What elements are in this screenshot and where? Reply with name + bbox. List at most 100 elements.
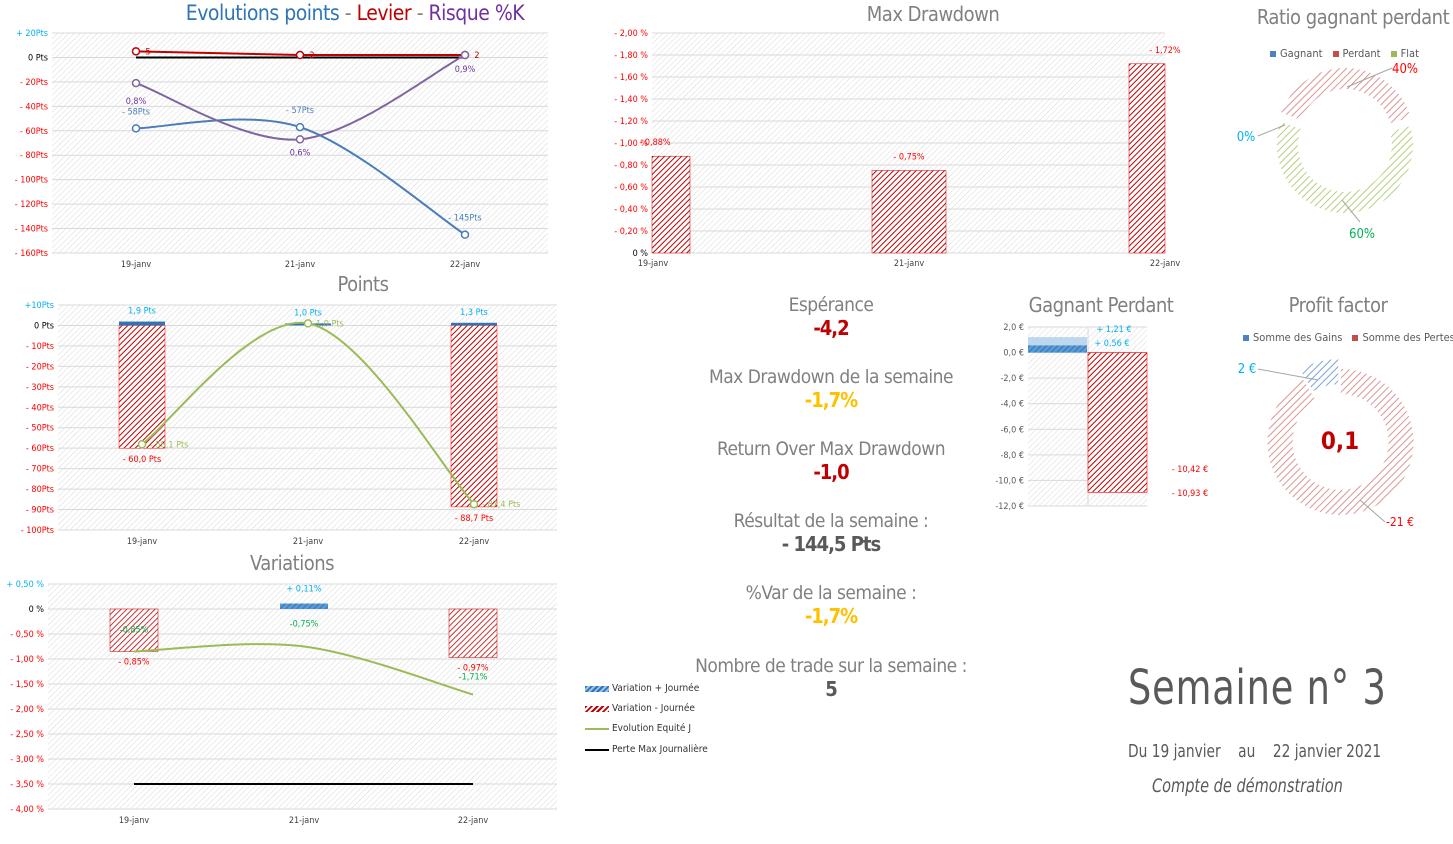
net-point-label: 1,0 Pts xyxy=(316,319,344,329)
drawdown-y-tick: - 1,80 % xyxy=(614,51,648,61)
variations-y-tick: - 0,50 % xyxy=(10,630,44,640)
evolutions-x-tick: 22-janv xyxy=(450,260,481,270)
data-label-levier: 5 xyxy=(145,47,150,57)
points-y-tick: - 50Pts xyxy=(26,424,54,434)
drawdown-y-tick: - 0,80 % xyxy=(614,161,648,171)
stat-max-drawdown: Max Drawdown de la semaine -1,7% xyxy=(709,366,954,412)
legend-swatch-gagnant xyxy=(1270,50,1276,57)
data-label-risque: 0,8% xyxy=(126,97,147,107)
gain-bar-label: 1,3 Pts xyxy=(460,308,488,318)
profit-factor-chart-title: Profit factor xyxy=(1288,293,1388,317)
stat-label: %Var de la semaine : xyxy=(745,582,917,604)
profit-factor-label-pertes: -21 € xyxy=(1386,515,1414,529)
drawdown-bar-label: - 1,72% xyxy=(1149,46,1181,56)
drawdown-y-tick: - 1,60 % xyxy=(614,73,648,83)
gagnant-perdant-y-tick: 0,0 € xyxy=(1003,349,1024,359)
drawdown-y-tick: 0 % xyxy=(633,249,649,259)
stat-label: Résultat de la semaine : xyxy=(733,510,929,532)
data-point-levier xyxy=(295,50,305,60)
stat-value: -1,7% xyxy=(804,604,858,628)
variation-minus-bar xyxy=(448,608,498,658)
points-y-tick: - 70Pts xyxy=(26,465,54,475)
evolutions-chart-title: Evolutions points - Levier - Risque %K xyxy=(185,1,525,25)
gain-bar xyxy=(1028,345,1087,353)
loss-label-total: - 10,93 € xyxy=(1172,489,1208,499)
drawdown-bar xyxy=(651,155,691,254)
gagnant-perdant-y-tick: -2,0 € xyxy=(1000,374,1024,384)
account-name: Compte de démonstration xyxy=(1152,775,1343,797)
gagnant-perdant-y-tick: -12,0 € xyxy=(995,502,1024,512)
stat-resultat: Résultat de la semaine :- 144,5 Pts xyxy=(734,510,929,556)
variations-y-tick: + 0,50 % xyxy=(6,580,44,590)
data-point-points xyxy=(131,124,141,133)
evolutions-y-tick: - 60Pts xyxy=(20,127,48,137)
data-point-risque xyxy=(295,135,305,144)
gain-bar-label: 1,9 Pts xyxy=(128,307,156,317)
equity-line xyxy=(133,643,474,696)
gain-bar xyxy=(119,321,165,326)
loss-bar xyxy=(1087,352,1148,493)
stat-value: -1,0 xyxy=(813,460,849,484)
stat-label: Nombre de trade sur la semaine : xyxy=(695,655,967,677)
points-x-tick: 22-janv xyxy=(459,537,490,547)
variations-chart-title: Variations xyxy=(249,551,335,575)
points-y-tick: - 100Pts xyxy=(21,526,54,536)
legend-label: Gagnant xyxy=(1280,47,1323,60)
gagnant-perdant-y-tick: -4,0 € xyxy=(1000,400,1024,410)
points-y-tick: - 20Pts xyxy=(26,362,54,372)
variation-minus-bar xyxy=(109,608,159,652)
drawdown-chart-title: Max Drawdown xyxy=(866,2,1000,26)
drawdown-x-tick: 19-janv xyxy=(638,259,669,269)
points-x-tick: 19-janv xyxy=(127,537,158,547)
legend-swatch xyxy=(585,705,609,712)
points-y-tick: - 30Pts xyxy=(26,383,54,393)
evolutions-y-tick: - 120Pts xyxy=(15,200,48,210)
loss-bar-label: - 88,7 Pts xyxy=(455,514,493,524)
variations-y-tick: - 2,50 % xyxy=(10,730,44,740)
data-point-risque xyxy=(131,78,141,88)
loss-bar xyxy=(118,325,166,449)
week-title: Semaine n° 3 xyxy=(1128,660,1387,716)
points-y-tick: - 10Pts xyxy=(26,342,54,352)
points-y-tick: - 40Pts xyxy=(26,403,54,413)
evolutions-y-tick: - 140Pts xyxy=(15,225,48,235)
evolutions-y-tick: - 40Pts xyxy=(20,102,48,112)
equity-label: -0,85% xyxy=(120,626,149,636)
data-label-points: - 58Pts xyxy=(122,107,150,117)
evolutions-y-tick: - 100Pts xyxy=(15,176,48,186)
points-x-tick: 21-janv xyxy=(293,537,324,547)
legend-label: Evolution Equité J xyxy=(612,723,691,734)
variations-x-tick: 19-janv xyxy=(119,816,150,826)
gagnant-perdant-y-tick: -8,0 € xyxy=(1000,451,1024,461)
legend-label: Perte Max Journalière xyxy=(612,744,708,755)
net-point-label: - 87,4 Pts xyxy=(482,500,520,510)
legend-swatch xyxy=(585,748,609,751)
data-label-levier: 2 xyxy=(309,51,314,61)
drawdown-y-tick: - 0,20 % xyxy=(614,227,648,237)
legend-swatch xyxy=(585,727,609,730)
equity-label: -1,71% xyxy=(459,673,488,683)
drawdown-y-tick: - 1,20 % xyxy=(614,117,648,127)
stat-value: -1,7% xyxy=(804,388,858,412)
drawdown-bar-label: - 0,88% xyxy=(639,138,671,148)
net-point-label: - 58,1 Pts xyxy=(150,440,188,450)
ratio-slice-1 xyxy=(1281,68,1411,124)
profit-factor-value: 0,1 xyxy=(1321,427,1359,455)
drawdown-bar xyxy=(871,170,947,254)
gain-bar-label: 1,0 Pts xyxy=(294,308,322,318)
points-y-tick: 0 Pts xyxy=(34,321,54,331)
evolutions-x-tick: 21-janv xyxy=(285,260,316,270)
drawdown-y-tick: - 0,60 % xyxy=(614,183,648,193)
points-y-tick: +10Pts xyxy=(25,301,54,311)
stat-value: 5 xyxy=(825,677,838,701)
variations-y-tick: - 1,50 % xyxy=(10,680,44,690)
legend-label: Variation + Journée xyxy=(612,683,700,694)
ratio-label-perdant: 40% xyxy=(1392,62,1418,77)
gain-bar xyxy=(451,322,497,326)
variations-y-tick: - 4,00 % xyxy=(10,805,44,815)
legend-label: Perdant xyxy=(1342,47,1381,60)
legend-item-equity: Evolution Equité J xyxy=(585,723,691,734)
legend-item-max-loss: Perte Max Journalière xyxy=(585,744,708,755)
legend-label: Somme des Pertes xyxy=(1362,331,1453,344)
